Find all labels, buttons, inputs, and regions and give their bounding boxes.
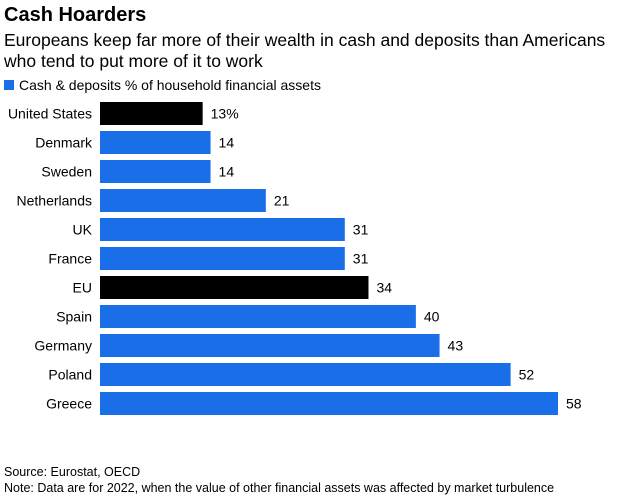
value-label: 58 — [566, 396, 582, 412]
category-label: Germany — [34, 338, 92, 354]
category-label: Netherlands — [17, 193, 93, 209]
category-label: Denmark — [35, 135, 93, 151]
legend-label: Cash & deposits % of household financial… — [19, 77, 321, 93]
value-label: 52 — [519, 367, 535, 383]
value-label: 31 — [353, 251, 369, 267]
category-label: UK — [73, 222, 93, 238]
category-label: Spain — [56, 309, 92, 325]
category-label: Sweden — [41, 164, 92, 180]
bar — [100, 363, 511, 386]
legend-swatch — [4, 80, 14, 90]
value-label: 34 — [376, 280, 392, 296]
bar — [100, 218, 345, 241]
value-label: 43 — [448, 338, 464, 354]
bar — [100, 102, 203, 125]
bar — [100, 160, 211, 183]
value-label: 14 — [219, 164, 235, 180]
category-label: Greece — [46, 396, 92, 412]
category-label: Poland — [48, 367, 92, 383]
bar — [100, 392, 558, 415]
chart-subtitle: Europeans keep far more of their wealth … — [4, 30, 606, 71]
bar — [100, 276, 369, 299]
category-label: France — [48, 251, 92, 267]
category-label: EU — [73, 280, 92, 296]
value-label: 40 — [424, 309, 440, 325]
data-note: Note: Data are for 2022, when the value … — [4, 481, 555, 495]
bar — [100, 247, 345, 270]
value-label: 31 — [353, 222, 369, 238]
source-note: Source: Eurostat, OECD — [4, 465, 141, 479]
chart-title: Cash Hoarders — [4, 4, 147, 26]
value-label: 14 — [219, 135, 235, 151]
bar — [100, 189, 266, 212]
value-label: 13% — [211, 106, 239, 122]
bar-chart: United States 13% Denmark 14 Sweden 14 Netherl… — [8, 102, 582, 415]
legend: Cash & deposits % of household financial… — [4, 76, 321, 94]
bar — [100, 131, 211, 154]
value-label: 21 — [274, 193, 290, 209]
bar — [100, 305, 416, 328]
bar — [100, 334, 440, 357]
category-label: United States — [8, 106, 92, 122]
